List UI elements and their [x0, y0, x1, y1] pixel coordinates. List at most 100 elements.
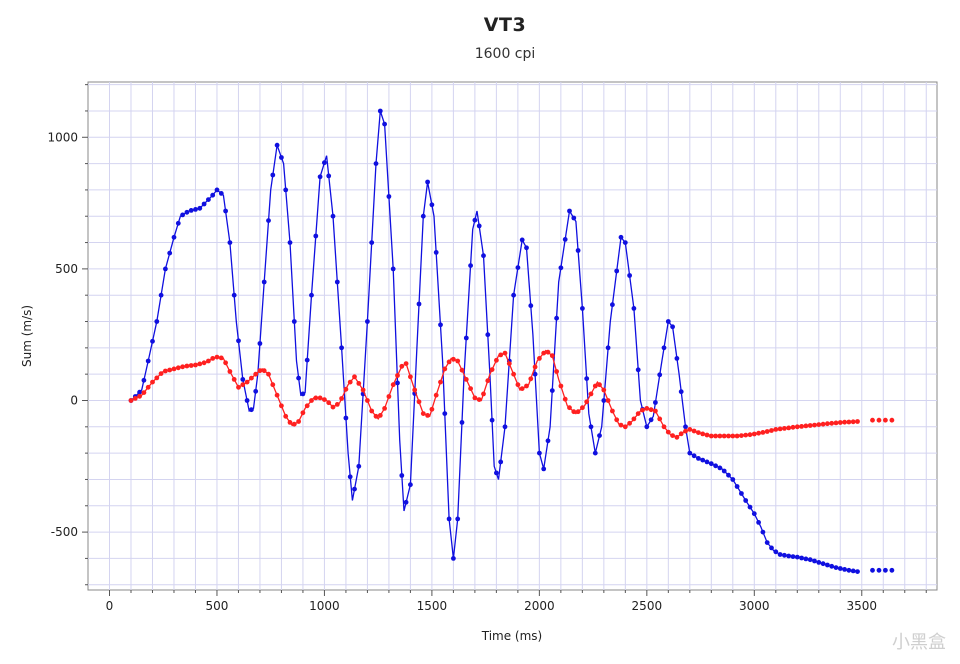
- data-point: [876, 567, 882, 573]
- data-point: [180, 212, 186, 218]
- data-point: [158, 292, 164, 298]
- data-point: [347, 474, 353, 480]
- data-point: [829, 420, 835, 426]
- series-group: [128, 108, 895, 574]
- data-point: [764, 540, 770, 545]
- data-point: [171, 234, 177, 240]
- data-point: [425, 179, 430, 185]
- data-point: [403, 499, 409, 505]
- data-point: [644, 424, 650, 430]
- data-point: [373, 413, 379, 419]
- data-point: [377, 108, 383, 114]
- data-point: [683, 428, 688, 434]
- data-point: [635, 411, 641, 416]
- data-point: [524, 245, 529, 251]
- data-point: [648, 417, 654, 423]
- data-point: [291, 421, 297, 427]
- data-point: [571, 409, 577, 415]
- data-point: [511, 292, 516, 298]
- data-point: [760, 430, 766, 435]
- data-point: [463, 335, 469, 341]
- data-point: [330, 404, 336, 410]
- data-point: [261, 279, 267, 285]
- data-point: [627, 420, 632, 426]
- data-point: [266, 218, 271, 224]
- data-point: [528, 303, 534, 309]
- data-point: [141, 377, 147, 383]
- data-point: [145, 358, 151, 364]
- data-point: [468, 263, 473, 268]
- data-point: [201, 360, 207, 366]
- data-point: [756, 430, 761, 436]
- data-point: [751, 431, 757, 437]
- data-point: [373, 161, 379, 167]
- data-point: [592, 383, 598, 389]
- data-point: [760, 529, 766, 535]
- data-point: [790, 424, 796, 430]
- data-point: [425, 413, 430, 418]
- data-point: [545, 349, 551, 355]
- data-point: [661, 345, 667, 351]
- data-point: [197, 361, 203, 367]
- data-point: [433, 250, 439, 255]
- data-point: [640, 407, 645, 413]
- data-point: [132, 396, 138, 401]
- x-tick-label: 1000: [309, 599, 340, 613]
- data-point: [734, 484, 740, 489]
- data-point: [769, 545, 774, 551]
- data-point: [287, 240, 293, 246]
- data-point: [137, 393, 143, 399]
- data-point: [485, 378, 491, 384]
- data-point: [420, 213, 426, 219]
- data-point: [455, 516, 461, 522]
- data-point: [158, 371, 164, 376]
- data-point: [399, 363, 405, 369]
- data-point: [700, 431, 706, 437]
- data-point: [580, 405, 585, 411]
- data-point: [554, 315, 559, 321]
- data-point: [653, 408, 658, 414]
- data-point: [128, 398, 134, 403]
- data-point: [227, 369, 233, 374]
- data-point: [825, 421, 830, 427]
- data-point: [820, 561, 826, 567]
- data-point: [244, 379, 250, 385]
- data-point: [562, 237, 568, 242]
- data-point: [218, 191, 224, 196]
- data-point: [687, 450, 693, 456]
- data-point: [743, 498, 749, 503]
- data-point: [665, 429, 671, 435]
- data-point: [459, 420, 465, 425]
- data-point: [870, 417, 875, 423]
- data-point: [816, 422, 822, 427]
- data-point: [807, 423, 813, 428]
- data-point: [244, 398, 250, 403]
- data-point: [769, 428, 774, 433]
- data-point: [524, 383, 529, 389]
- data-point: [193, 362, 198, 368]
- data-point: [683, 424, 688, 430]
- data-point: [227, 240, 233, 246]
- data-point: [197, 205, 203, 211]
- data-point: [223, 208, 229, 214]
- data-point: [433, 392, 439, 398]
- data-point: [403, 361, 409, 366]
- data-point: [206, 358, 211, 364]
- data-point: [180, 364, 186, 370]
- data-point: [304, 357, 310, 363]
- y-tick-label: -500: [51, 525, 78, 539]
- data-point: [876, 417, 882, 423]
- data-point: [270, 172, 276, 178]
- data-point: [756, 520, 761, 525]
- data-point: [141, 390, 147, 395]
- data-point: [214, 354, 220, 360]
- data-point: [794, 554, 800, 560]
- data-point: [253, 371, 259, 377]
- data-point: [567, 208, 572, 214]
- data-point: [386, 194, 392, 199]
- data-point: [429, 202, 435, 208]
- data-point: [601, 398, 607, 403]
- data-point: [670, 324, 675, 330]
- data-point: [253, 388, 259, 394]
- data-point: [210, 356, 216, 361]
